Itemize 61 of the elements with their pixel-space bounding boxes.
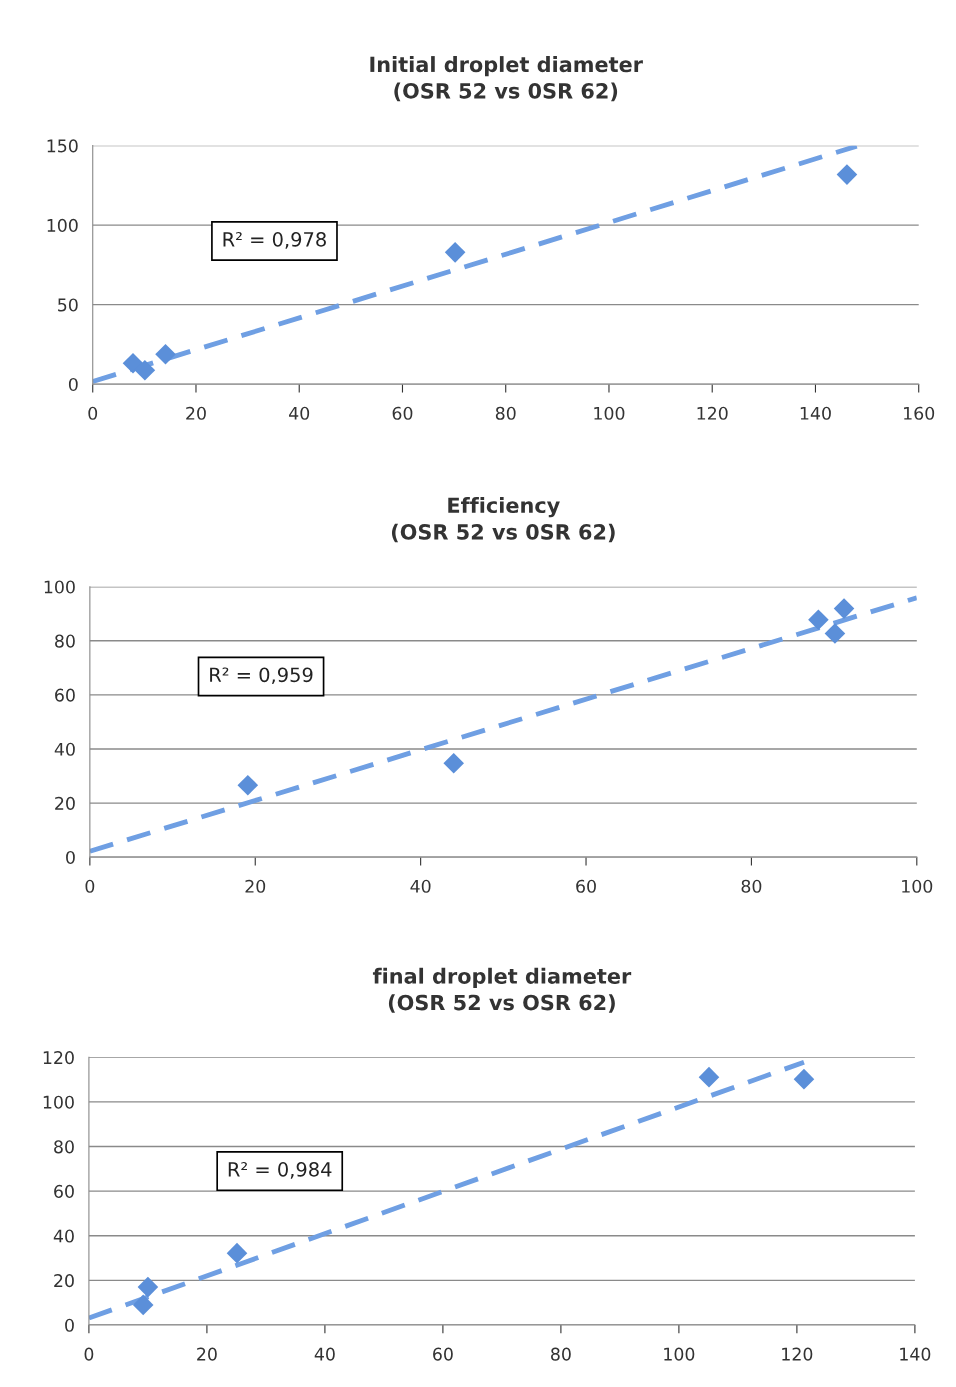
point [122,352,144,374]
x-tick-label: 80 [741,879,762,893]
point [836,164,858,185]
x-tick-label: 140 [800,406,831,420]
x-tick-label: 100 [664,1347,695,1361]
annotation: R² = 0,984 [228,1162,332,1179]
chart-title: Efficiency (OSR 52 vs 0SR 62) [391,496,615,543]
x-tick-label: 0 [88,406,98,420]
x-tick-label: 40 [289,406,310,420]
point [824,623,846,644]
x-tick-label: 40 [314,1347,335,1361]
x-tick-label: 60 [392,406,413,420]
y-tick-label: 40 [54,742,75,756]
y-tick-label: 80 [54,1140,74,1154]
y-tick-label: 60 [54,1184,74,1198]
x-tick-label: 20 [186,406,206,420]
x-tick-label: 80 [495,406,516,420]
y-tick-label: 100 [44,580,75,594]
point [137,1276,159,1298]
x-tick-label: 120 [697,406,728,420]
annotation: R² = 0,959 [210,667,313,685]
y-tick-label: 0 [65,1318,74,1332]
x-tick-label: 20 [245,879,266,893]
y-tick-label: 120 [43,1051,74,1065]
y-tick-label: 100 [43,1095,74,1109]
point [833,598,855,619]
annotation: R² = 0,978 [223,231,326,249]
chart-title: Initial droplet diameter (OSR 52 vs 0SR 62) [370,56,643,102]
y-tick-label: 80 [55,634,75,648]
x-tick-label: 60 [433,1347,453,1361]
point [698,1066,720,1088]
point [132,1294,154,1316]
point [155,344,176,365]
point [226,1242,248,1264]
x-tick-label: 40 [410,879,431,893]
point [444,242,466,263]
x-tick-label: 160 [904,406,935,420]
y-tick-label: 60 [55,688,75,702]
y-tick-label: 20 [55,796,75,810]
x-tick-label: 60 [576,879,596,893]
y-tick-label: 50 [58,298,78,312]
point [134,359,156,381]
y-tick-label: 20 [54,1274,74,1288]
y-tick-label: 0 [66,850,75,865]
x-tick-label: 80 [551,1347,571,1361]
chart-title: final droplet diameter (OSR 52 vs OSR 62) [372,967,632,1013]
x-tick-label: 0 [84,1347,94,1361]
y-tick-label: 150 [47,139,78,153]
point [443,753,465,774]
y-tick-label: 40 [53,1229,74,1243]
y-tick-label: 0 [68,377,78,392]
point [793,1068,815,1090]
x-tick-label: 100 [594,406,625,420]
point [237,774,259,796]
x-tick-label: 140 [900,1347,931,1361]
point [808,609,829,630]
y-tick-label: 100 [47,218,78,232]
x-tick-label: 0 [85,879,95,893]
x-tick-label: 20 [197,1347,217,1361]
x-tick-label: 120 [782,1347,813,1361]
x-tick-label: 100 [902,879,933,893]
